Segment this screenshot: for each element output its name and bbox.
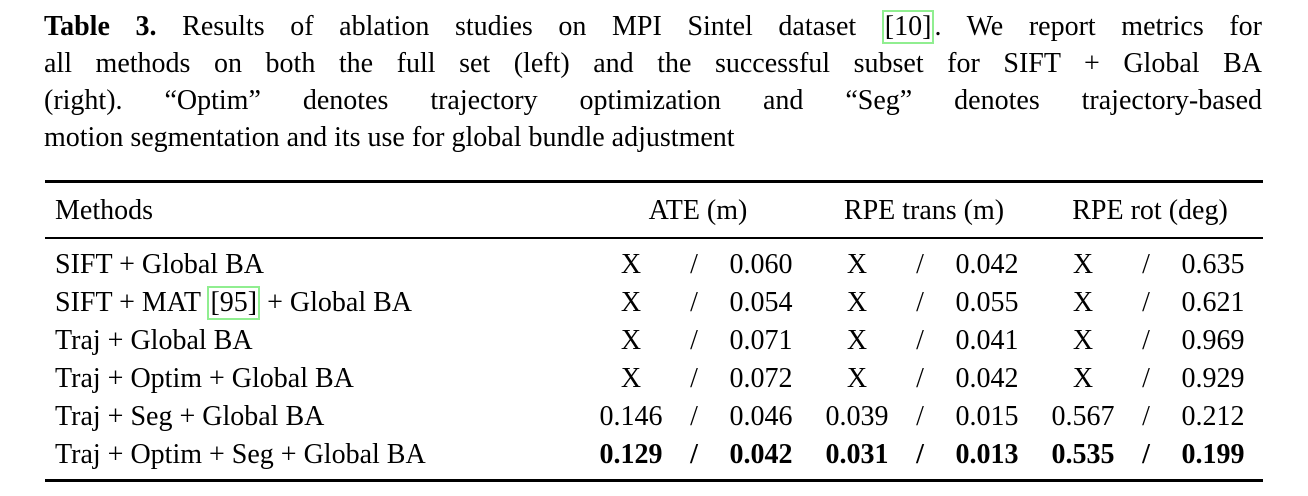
metric-value: 0.969 — [1181, 325, 1245, 356]
slash-separator: / — [1142, 249, 1150, 280]
metric-value: X — [620, 287, 642, 318]
column-header-methods: Methods — [45, 181, 585, 239]
metric-value: X — [846, 363, 868, 394]
slash-separator: / — [916, 439, 924, 470]
metric-value: X — [846, 325, 868, 356]
table-caption: Table 3. Results of ablation studies on … — [44, 8, 1262, 156]
slash-separator: / — [690, 401, 698, 432]
caption-text: Results of ablation studies on MPI Sinte… — [156, 11, 882, 42]
table-header-row: Methods ATE (m) RPE trans (m) RPE rot (d… — [45, 181, 1263, 239]
caption-line-4: motion segmentation and its use for glob… — [44, 122, 735, 153]
method-name-cell: SIFT + MAT [95] + Global BA — [45, 284, 585, 322]
metric-value: 0.929 — [1181, 363, 1245, 394]
metric-value: X — [846, 287, 868, 318]
metric-value: 0.015 — [955, 401, 1019, 432]
slash-separator: / — [916, 401, 924, 432]
method-name-cell: Traj + Optim + Seg + Global BA — [55, 439, 426, 470]
table-row: SIFT + MAT [95] + Global BA X / 0.054 X … — [45, 284, 1263, 322]
column-header-ate: ATE (m) — [585, 181, 811, 239]
metric-value: 0.041 — [955, 325, 1019, 356]
slash-separator: / — [690, 325, 698, 356]
slash-separator: / — [916, 363, 924, 394]
metric-value: 0.199 — [1181, 439, 1245, 470]
citation-link-10[interactable]: [10] — [881, 10, 935, 44]
metric-value: 0.054 — [729, 287, 793, 318]
method-name-cell: SIFT + Global BA — [55, 249, 264, 280]
metric-value: 0.039 — [825, 401, 889, 432]
metric-value: X — [620, 325, 642, 356]
metric-value: 0.055 — [955, 287, 1019, 318]
caption-line-3: (right). “Optim” denotes trajectory opti… — [44, 85, 1262, 116]
metric-value: X — [620, 249, 642, 280]
slash-separator: / — [690, 439, 698, 470]
table-row: Traj + Optim + Seg + Global BA 0.129 / 0… — [45, 436, 1263, 481]
slash-separator: / — [916, 249, 924, 280]
citation-link-95[interactable]: [95] — [207, 286, 261, 320]
slash-separator: / — [1142, 325, 1150, 356]
method-name-text: + Global BA — [260, 287, 413, 318]
metric-value: 0.013 — [955, 439, 1019, 470]
metric-value: 0.060 — [729, 249, 793, 280]
metric-value: X — [1072, 249, 1094, 280]
caption-label: Table 3. — [44, 11, 157, 42]
column-header-rpe-rot: RPE rot (deg) — [1037, 181, 1263, 239]
caption-line-1: Table 3. Results of ablation studies on … — [44, 8, 1262, 45]
metric-value: 0.031 — [825, 439, 889, 470]
metric-value: 0.072 — [729, 363, 793, 394]
metric-value: 0.042 — [729, 439, 793, 470]
metric-value: 0.621 — [1181, 287, 1245, 318]
slash-separator: / — [690, 363, 698, 394]
metric-value: 0.535 — [1051, 439, 1115, 470]
slash-separator: / — [916, 287, 924, 318]
method-name-cell: Traj + Seg + Global BA — [55, 401, 325, 432]
metric-value: 0.146 — [599, 401, 663, 432]
metric-value: 0.042 — [955, 363, 1019, 394]
method-name-text: SIFT + MAT — [55, 287, 208, 318]
slash-separator: / — [1142, 401, 1150, 432]
slash-separator: / — [690, 287, 698, 318]
slash-separator: / — [690, 249, 698, 280]
results-table-body: SIFT + Global BA X / 0.060 X / 0.042 X /… — [45, 238, 1263, 481]
metric-value: 0.071 — [729, 325, 793, 356]
slash-separator: / — [1142, 287, 1150, 318]
column-header-rpe-trans: RPE trans (m) — [811, 181, 1037, 239]
table-row: Traj + Optim + Global BA X / 0.072 X / 0… — [45, 360, 1263, 398]
table-row: Traj + Seg + Global BA 0.146 / 0.046 0.0… — [45, 398, 1263, 436]
slash-separator: / — [916, 325, 924, 356]
metric-value: 0.635 — [1181, 249, 1245, 280]
caption-line-2: all methods on both the full set (left) … — [44, 48, 1262, 79]
metric-value: 0.129 — [599, 439, 663, 470]
metric-value: X — [1072, 363, 1094, 394]
metric-value: 0.046 — [729, 401, 793, 432]
slash-separator: / — [1142, 363, 1150, 394]
slash-separator: / — [1142, 439, 1150, 470]
method-name-cell: Traj + Optim + Global BA — [55, 363, 354, 394]
table-row: SIFT + Global BA X / 0.060 X / 0.042 X /… — [45, 238, 1263, 284]
results-table: Methods ATE (m) RPE trans (m) RPE rot (d… — [45, 180, 1263, 482]
metric-value: 0.567 — [1051, 401, 1115, 432]
metric-value: 0.042 — [955, 249, 1019, 280]
metric-value: 0.212 — [1181, 401, 1245, 432]
metric-value: X — [1072, 325, 1094, 356]
metric-value: X — [620, 363, 642, 394]
metric-value: X — [846, 249, 868, 280]
table-row: Traj + Global BA X / 0.071 X / 0.041 X /… — [45, 322, 1263, 360]
metric-value: X — [1072, 287, 1094, 318]
method-name-cell: Traj + Global BA — [55, 325, 253, 356]
caption-text: . We report metrics for — [934, 11, 1262, 42]
